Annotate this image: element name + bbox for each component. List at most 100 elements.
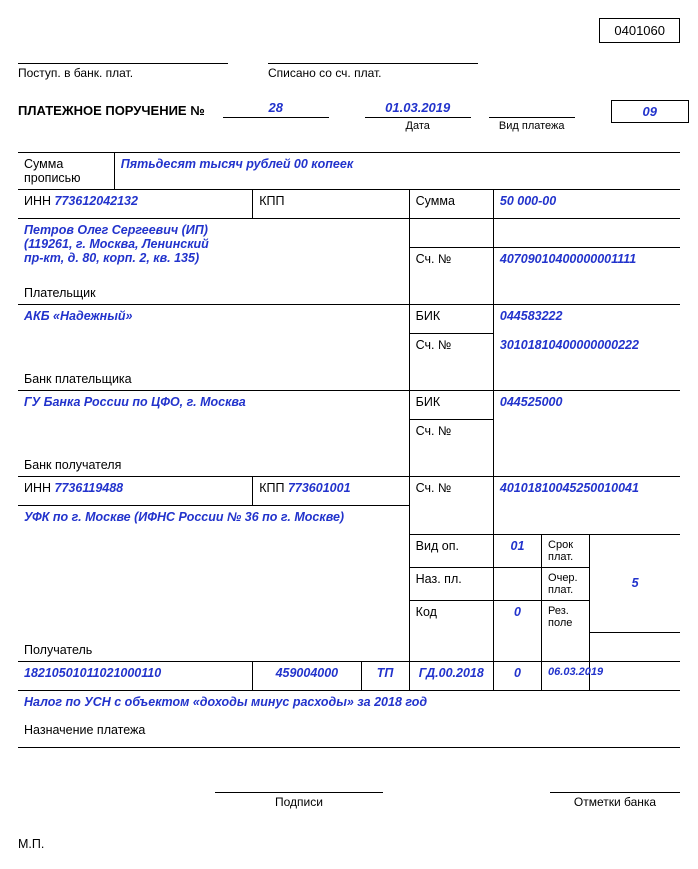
order-header-row: ПЛАТЕЖНОЕ ПОРУЧЕНИЕ № 28 01.03.2019 Дата… [18,100,680,132]
payer-bank-bik: 044583222 [493,305,680,334]
payer-sum-right-empty2 [493,219,680,248]
payer-kpp-cell: КПП [253,190,409,219]
payee-bank-acc [493,420,680,449]
payee-kpp: 773601001 [288,481,351,495]
payee-acc-cont [493,506,680,535]
payer-name-line2: (119261, г. Москва, Ленинский [24,237,403,251]
payee-bank-acc-label: Сч. № [409,420,493,449]
order-title: ПЛАТЕЖНОЕ ПОРУЧЕНИЕ № [18,103,205,118]
sig-label: Подписи [215,795,382,809]
amount-words-rest: тысяч рублей 00 копеек [199,157,353,171]
payer-sum-label: Сумма [409,190,493,219]
payer-bank-bik-label: БИК [409,305,493,334]
payer-bank-acc-label-cont [409,362,493,391]
budget-basis: ТП [361,662,409,691]
received-label: Поступ. в банк. плат. [18,66,228,80]
payer-bank-name-cell: АКБ «Надежный» [18,305,409,363]
signatures-row: Подписи Отметки банка [18,776,680,809]
received-slot: Поступ. в банк. плат. [18,47,228,80]
spacer [228,47,268,80]
payer-label: Плательщик [18,276,409,305]
rez-label: Рез. поле [542,600,590,633]
sig-line [215,776,382,793]
debited-line [268,47,478,64]
payee-bank-bik-label: БИК [409,391,493,420]
sig-center: Подписи [215,776,382,809]
payee-bank-acc-cont [493,448,680,477]
kod: 0 [493,600,541,633]
budget-docdate: 06.03.2019 [542,662,590,691]
naz-pl [493,567,541,600]
order-number-wrap: 28 [223,100,329,118]
payer-bank-acc: 30101810400000000222 [493,334,680,363]
debited-label: Списано со сч. плат. [268,66,478,80]
budget-oktmo: 459004000 [253,662,361,691]
order-priority: 09 [611,100,689,123]
order-date: 01.03.2019 [365,100,471,118]
order-ptype-wrap: Вид платежа [489,100,575,132]
payee-inn-cell: ИНН 7736119488 [18,477,253,506]
payee-label: Получатель [18,633,409,662]
payee-acc-label: Сч. № [409,477,493,506]
payee-bank-label: Банк получателя [18,448,409,477]
payee-bank-name-cell: ГУ Банка России по ЦФО, г. Москва [18,391,409,449]
form-code-container: 0401060 [18,18,680,43]
ocher-label: Очер. плат. [542,567,590,600]
payer-acc-label: Сч. № [409,248,493,277]
amount-words-value: Пятьдесят тысяч рублей 00 копеек [114,153,680,190]
order-ptype-label: Вид платежа [489,120,575,132]
purpose-label: Назначение платежа [18,719,680,748]
payer-name-line1: Петров Олег Сергеевич (ИП) [24,223,403,237]
budget-empty [590,662,680,691]
payer-sum: 50 000-00 [493,190,680,219]
vid-op: 01 [493,534,541,567]
order-number: 28 [223,100,329,118]
kod-label: Код [409,600,493,633]
payer-acc-label-cont [409,276,493,305]
payer-bank-acc-label: Сч. № [409,334,493,363]
payee-name-cell: УФК по г. Москве (ИФНС России № 36 по г.… [18,506,409,633]
order-date-label: Дата [365,120,471,132]
order-date-wrap: 01.03.2019 Дата [365,100,471,132]
payer-name-line3: пр-кт, д. 80, корп. 2, кв. 135) [24,251,403,265]
payee-inn-label: ИНН [24,481,51,495]
bank-mark-label: Отметки банка [550,795,680,809]
payer-sum-right-empty [409,219,493,248]
payee-name: УФК по г. Москве (ИФНС России № 36 по г.… [24,510,344,524]
debited-slot: Списано со сч. плат. [268,47,478,80]
mp-label: М.П. [18,837,680,851]
payer-acc: 40709010400000001111 [493,248,680,277]
vid-op-label: Вид оп. [409,534,493,567]
payee-kpp-label: КПП [259,481,284,495]
payee-bank-bik: 044525000 [493,391,680,420]
payer-bank-acc-cont [493,362,680,391]
budget-period: ГД.00.2018 [409,662,493,691]
budget-kbk: 18210501011021000110 [18,662,253,691]
payer-inn-label: ИНН [24,194,51,208]
payee-bank-name: ГУ Банка России по ЦФО, г. Москва [24,395,246,409]
payee-acc: 40101810045250010041 [493,477,680,506]
payee-acc-label-cont [409,506,493,535]
order-ptype [489,100,575,118]
payer-inn-cell: ИНН 773612042132 [18,190,253,219]
ocher: 5 [590,534,680,633]
payee-bank-acc-label-cont [409,448,493,477]
payer-inn: 773612042132 [55,194,138,208]
sig-left [18,776,185,809]
payer-name-cell: Петров Олег Сергеевич (ИП) (119261, г. М… [18,219,409,277]
form-table: Сумма прописью Пятьдесят тысяч рублей 00… [18,152,680,748]
payer-acc-cont [493,276,680,305]
amount-words-prefix: Пятьдесят [121,157,200,171]
top-slots-row: Поступ. в банк. плат. Списано со сч. пла… [18,47,680,80]
budget-docno: 0 [493,662,541,691]
bank-mark-line [550,776,680,793]
purpose-text: Налог по УСН с объектом «доходы минус ра… [18,691,680,720]
payer-kpp-label: КПП [259,194,284,208]
payer-bank-label: Банк плательщика [18,362,409,391]
payee-kpp-cell: КПП 773601001 [253,477,409,506]
received-line [18,47,228,64]
bank-mark: Отметки банка [550,776,680,809]
payer-bank-name: АКБ «Надежный» [24,309,133,323]
amount-words-label: Сумма прописью [18,153,114,190]
srok-label: Срок плат. [542,534,590,567]
